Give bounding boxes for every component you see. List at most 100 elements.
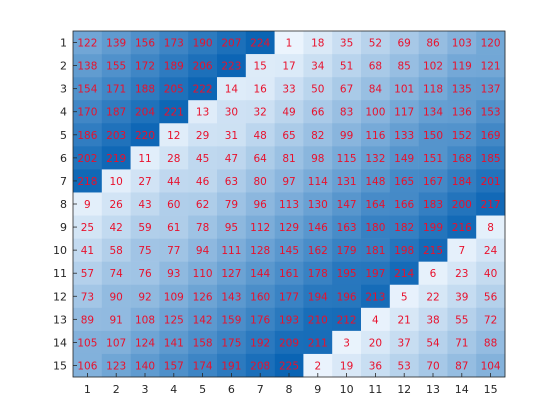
heatmap-cell: [389, 215, 419, 239]
heatmap-cell: [418, 330, 448, 355]
heatmap-cell: [73, 215, 103, 239]
cell-value-label: 111: [221, 245, 241, 257]
heatmap-cell: [274, 192, 304, 216]
x-axis-ticks: 1 2 3 4 5 6 7 8 9 10 11 12 13 14 15: [84, 373, 498, 396]
cell-value-label: 32: [254, 107, 267, 119]
cell-value-label: 89: [81, 314, 94, 326]
heatmap-cell: [101, 238, 131, 262]
cell-value-label: 176: [250, 314, 270, 326]
cell-value-label: 144: [250, 268, 270, 280]
heatmap-cell: [159, 100, 189, 124]
cell-value-label: 141: [164, 337, 184, 349]
heatmap-cell: [159, 31, 189, 55]
heatmap-cell: [389, 31, 419, 55]
cell-value-label: 59: [138, 222, 151, 234]
heatmap-cell: [447, 77, 477, 101]
x-tick-label: 15: [484, 383, 498, 396]
cell-value-label: 116: [365, 130, 385, 142]
heatmap-cell: [130, 100, 160, 124]
cell-value-label: 135: [452, 84, 472, 96]
cell-value-label: 183: [423, 199, 443, 211]
heatmap-cell: [274, 146, 304, 170]
cell-value-label: 120: [481, 38, 501, 50]
cell-value-label: 188: [135, 84, 155, 96]
heatmap-cell: [447, 215, 477, 239]
heatmap-cell: [476, 330, 506, 355]
heatmap-cell: [188, 261, 218, 286]
heatmap-cell: [101, 192, 131, 216]
heatmap-cell: [245, 146, 275, 170]
cell-value-label: 192: [250, 337, 270, 349]
heatmap-cell: [418, 284, 448, 309]
heatmap-cell: [188, 330, 218, 355]
cell-value-label: 157: [164, 360, 184, 372]
heatmap-cell: [130, 77, 160, 101]
heatmap-cell: [101, 54, 131, 78]
heatmap-cell: [418, 31, 448, 55]
heatmap-cell: [303, 31, 333, 55]
heatmap-cell: [130, 284, 160, 309]
cell-value-label: 209: [279, 337, 299, 349]
heatmap-cell: [217, 77, 247, 101]
heatmap-cell: [361, 123, 391, 147]
cell-value-label: 38: [426, 314, 439, 326]
heatmap-cell: [73, 77, 103, 101]
cell-value-label: 219: [106, 153, 126, 165]
heatmap-cell: [130, 123, 160, 147]
cell-value-label: 27: [138, 176, 151, 188]
heatmap-cell: [245, 330, 275, 355]
heatmap-cell: [447, 169, 477, 193]
cell-value-label: 132: [365, 153, 385, 165]
x-tick-label: 1: [84, 383, 91, 396]
cell-value-label: 170: [77, 107, 97, 119]
heatmap-cell: [389, 238, 419, 262]
heatmap-cell: [188, 31, 218, 55]
heatmap-cell: [101, 330, 131, 355]
cell-value-label: 182: [394, 222, 414, 234]
cell-value-label: 156: [135, 38, 155, 50]
cell-value-label: 43: [138, 199, 151, 211]
cell-value-label: 97: [282, 176, 295, 188]
cell-value-label: 42: [110, 222, 123, 234]
heatmap-cell: [447, 100, 477, 124]
cell-value-label: 130: [308, 199, 328, 211]
heatmap-cell: [332, 77, 362, 101]
cell-value-label: 74: [110, 268, 124, 280]
heatmap-cell: [159, 307, 189, 332]
heatmap-cell: [476, 353, 506, 378]
cell-value-label: 92: [138, 291, 151, 303]
cell-value-label: 25: [81, 222, 94, 234]
heatmap-cell: [217, 100, 247, 124]
heatmap-cell: [447, 284, 477, 309]
cell-value-label: 119: [452, 61, 472, 73]
cell-value-label: 147: [337, 199, 357, 211]
heatmap-cell: [389, 353, 419, 378]
cell-value-label: 73: [81, 291, 94, 303]
cell-value-label: 41: [81, 245, 94, 257]
cell-value-label: 150: [423, 130, 443, 142]
heatmap-cell: [159, 330, 189, 355]
cell-value-label: 180: [365, 222, 385, 234]
cell-value-label: 19: [340, 360, 353, 372]
y-tick-label: 15: [53, 359, 67, 372]
cell-value-label: 105: [77, 337, 97, 349]
heatmap-cell: [274, 169, 304, 193]
cell-value-label: 107: [106, 337, 126, 349]
cell-value-label: 87: [455, 360, 468, 372]
heatmap-cell: [274, 54, 304, 78]
cell-value-label: 55: [455, 314, 468, 326]
cell-value-label: 81: [282, 153, 295, 165]
cell-value-label: 146: [308, 222, 328, 234]
heatmap-cell: [447, 238, 477, 262]
cell-value-label: 169: [481, 130, 501, 142]
cell-value-label: 9: [84, 199, 91, 211]
heatmap-cell: [245, 261, 275, 286]
cell-value-label: 204: [135, 107, 155, 119]
heatmap-cell: [476, 146, 506, 170]
cell-value-label: 26: [110, 199, 124, 211]
heatmap-cell: [447, 261, 477, 286]
cell-value-label: 205: [164, 84, 184, 96]
cell-value-label: 125: [164, 314, 184, 326]
heatmap-cell: [389, 123, 419, 147]
cell-value-label: 115: [337, 153, 357, 165]
